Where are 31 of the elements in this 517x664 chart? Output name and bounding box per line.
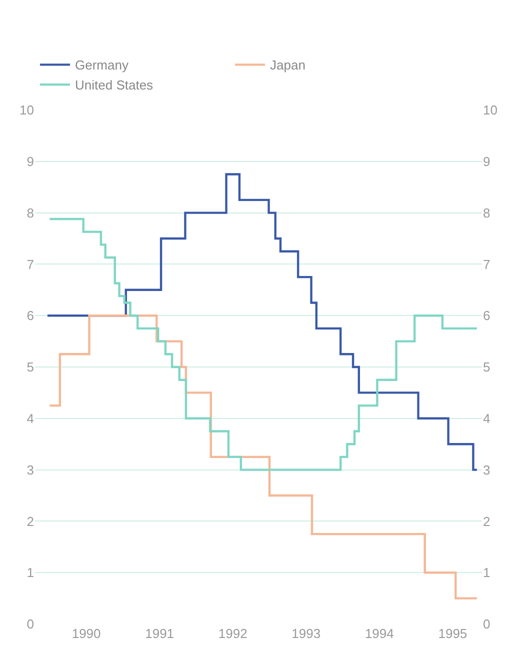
x-tick-label: 1993: [292, 626, 321, 641]
y2-tick-label: 10: [483, 102, 498, 118]
y2-tick-label: 9: [483, 154, 490, 169]
y-tick-label: 4: [26, 410, 34, 426]
legend-label: Germany: [75, 58, 129, 73]
x-tick-label: 1994: [364, 626, 394, 641]
y2-tick-label: 0: [483, 616, 490, 632]
x-tick-label: 1990: [72, 626, 101, 641]
y-tick-label: 2: [26, 514, 34, 529]
y2-tick-label: 7: [483, 256, 490, 272]
y2-tick-label: 2: [483, 514, 490, 529]
y-tick-label: 5: [26, 360, 34, 375]
y-tick-label: 10: [20, 102, 34, 118]
y2-tick-label: 5: [483, 360, 490, 375]
y-tick-label: 6: [26, 308, 34, 324]
y-tick-label: 0: [26, 616, 34, 632]
y-tick-label: 9: [26, 154, 34, 169]
y-tick-label: 7: [26, 256, 34, 272]
x-tick-label: 1991: [145, 626, 174, 641]
y2-tick-label: 8: [483, 205, 490, 220]
y2-tick-label: 6: [483, 308, 490, 324]
legend-label: United States: [75, 78, 154, 93]
y-tick-label: 3: [26, 462, 34, 478]
y-tick-label: 1: [26, 565, 34, 580]
x-tick-label: 1992: [218, 626, 248, 641]
y2-tick-label: 4: [483, 410, 490, 426]
y2-tick-label: 3: [483, 462, 490, 478]
x-tick-label: 1995: [438, 626, 468, 641]
y-tick-label: 8: [26, 205, 34, 220]
y2-tick-label: 1: [483, 565, 490, 580]
legend-label: Japan: [270, 58, 306, 73]
